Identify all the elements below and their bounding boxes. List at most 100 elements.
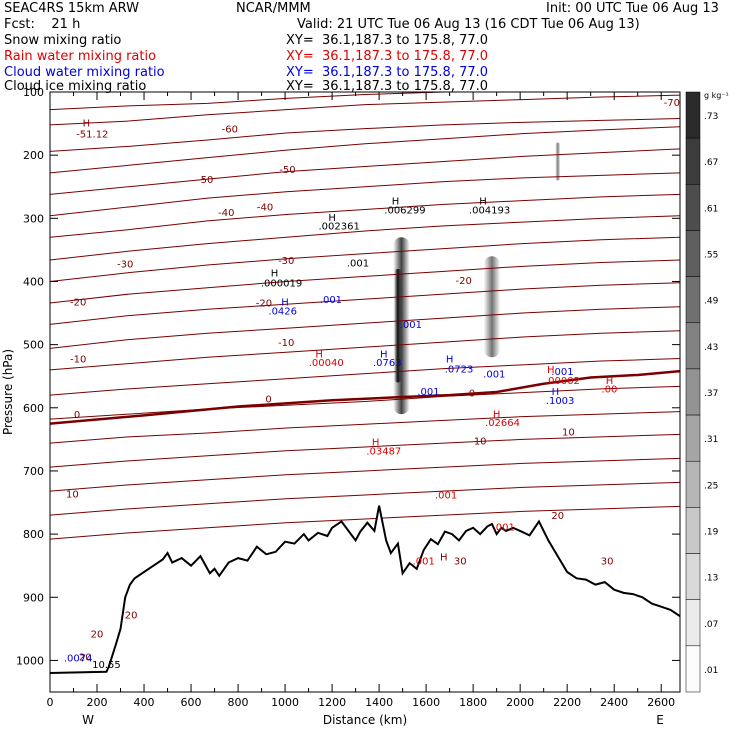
temperature-contour-13 — [50, 358, 680, 396]
y-tick-label: 100 — [23, 86, 44, 99]
y-tick-label: 400 — [23, 275, 44, 288]
colorbar-label: .67 — [704, 158, 718, 168]
field-rain-name: Rain water mixing ratio — [4, 49, 157, 64]
colorbar-label: .19 — [704, 527, 719, 537]
temperature-contour-1 — [50, 94, 680, 126]
terrain-line — [50, 505, 680, 675]
contour-label: .001 — [493, 522, 515, 533]
colorbar-label: .25 — [704, 481, 718, 491]
colorbar-label: .01 — [704, 666, 718, 676]
colorbar-label: .49 — [704, 297, 719, 307]
plot-frame — [49, 91, 681, 693]
colorbar-unit: g kg⁻¹ — [704, 91, 729, 100]
contour-label: H — [281, 297, 289, 308]
contour-label: H — [440, 553, 448, 564]
contour-label: 0 — [265, 395, 271, 406]
x-tick-label: 2400 — [600, 696, 628, 709]
x-tick-label: 1600 — [412, 696, 440, 709]
contour-label: -70 — [664, 98, 680, 109]
colorbar-label: .31 — [704, 435, 718, 445]
temperature-contour-14 — [50, 385, 680, 420]
colorbar-swatch — [685, 91, 701, 139]
contour-label: .001 — [347, 258, 369, 269]
temperature-contour-19 — [50, 505, 680, 540]
temperature-contour-6 — [50, 193, 680, 238]
contour-label: H — [271, 268, 279, 279]
colorbar-label: .07 — [704, 620, 718, 630]
x-tick-label: 2600 — [647, 696, 675, 709]
contour-label: 20 — [91, 630, 104, 641]
x-tick-label: 1400 — [365, 696, 393, 709]
contour-label: .000019 — [261, 279, 302, 290]
freezing-level-contour — [50, 369, 680, 425]
y-tick-label: 600 — [23, 402, 44, 415]
contour-label: .001 — [400, 320, 422, 331]
contour-label: H — [606, 376, 614, 387]
contour-label: -50 — [279, 165, 295, 176]
colorbar-swatch — [685, 137, 701, 185]
colorbar-label: .43 — [704, 343, 718, 353]
temperature-contour-17 — [50, 457, 680, 492]
contour-label: 10.55 — [92, 660, 121, 671]
contour-label: .0426 — [268, 306, 297, 317]
forecast-hour: Fcst: 21 h — [4, 17, 81, 32]
shaded-plume-3 — [555, 142, 561, 181]
x-tick-label: 1200 — [318, 696, 346, 709]
contour-label: H — [392, 196, 400, 207]
y-tick-label: 500 — [23, 339, 44, 352]
field-cloudice-name: Cloud ice mixing ratio — [4, 79, 147, 94]
colorbar-label: .55 — [704, 251, 718, 261]
contour-label: .00040 — [309, 358, 344, 369]
x-tick-label: 400 — [134, 696, 155, 709]
colorbar-swatch — [685, 368, 701, 416]
contour-label: H — [315, 349, 323, 360]
contour-label: H — [83, 119, 91, 130]
x-axis-label: Distance (km) — [323, 713, 407, 727]
x-tick-label: 0 — [47, 696, 54, 709]
colorbar-swatch — [685, 553, 701, 600]
colorbar-swatch — [685, 184, 701, 231]
contour-label: 20 — [125, 611, 138, 622]
colorbar-swatch — [685, 414, 701, 462]
temperature-contour-8 — [50, 236, 680, 282]
contour-label: -50 — [197, 175, 213, 186]
init-time: Init: 00 UTC Tue 06 Aug 13 — [546, 1, 719, 16]
contour-label: H — [552, 387, 560, 398]
colorbar-label: .13 — [704, 574, 718, 584]
field-snow-xy: XY= 36.1,187.3 to 175.8, 77.0 — [286, 33, 489, 48]
y-axis-label: Pressure (hPa) — [1, 349, 15, 435]
contour-label: .03487 — [366, 447, 401, 458]
field-cloudwater-name: Cloud water mixing ratio — [4, 65, 165, 80]
contour-label: H — [380, 349, 388, 360]
x-tick-label: 200 — [87, 696, 108, 709]
colorbar-swatch — [685, 645, 701, 693]
contour-label: H — [446, 354, 454, 365]
contour-label: 0 — [74, 410, 80, 421]
contour-label: H — [493, 409, 501, 420]
y-tick-label: 700 — [23, 465, 44, 478]
colorbar-swatch — [685, 322, 701, 370]
contour-label: 20 — [551, 511, 564, 522]
temperature-contour-16 — [50, 433, 680, 468]
y-tick-label: 200 — [23, 149, 44, 162]
contour-label: -40 — [257, 203, 273, 214]
contour-label: .006299 — [384, 205, 425, 216]
contour-label: .001 — [435, 491, 457, 502]
model-title: SEAC4RS 15km ARW — [4, 1, 140, 16]
contour-label: .0723 — [445, 364, 474, 375]
contour-label: .001 — [483, 369, 505, 380]
contour-label: -51.12 — [76, 129, 108, 140]
contour-label: .001 — [551, 367, 573, 378]
contour-label: -30 — [278, 256, 294, 267]
temperature-contour-0 — [50, 92, 457, 111]
y-tick-label: 900 — [23, 591, 44, 604]
colorbar-swatch — [685, 507, 701, 554]
contour-label: -20 — [70, 297, 86, 308]
contour-label: .001 — [320, 295, 342, 306]
colorbar-swatch — [685, 599, 701, 647]
temperature-contour-18 — [50, 481, 680, 516]
temperature-contour-12 — [50, 330, 680, 371]
field-cloudice-xy: XY= 36.1,187.3 to 175.8, 77.0 — [286, 79, 489, 94]
temperature-contour-4 — [50, 148, 680, 195]
